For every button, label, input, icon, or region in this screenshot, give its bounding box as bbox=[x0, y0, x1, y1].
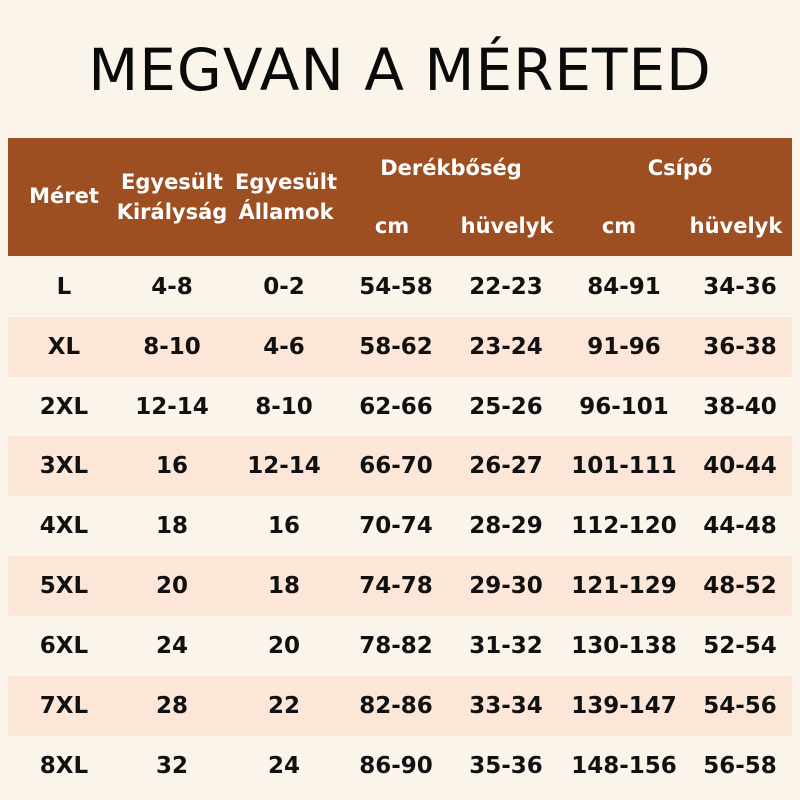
table-cell: 6XL bbox=[39, 633, 89, 659]
table-cell: 8-10 bbox=[143, 334, 201, 360]
header-uk-line1: Egyesült bbox=[121, 170, 223, 194]
table-cell: 25-26 bbox=[469, 394, 543, 420]
table-cell: 2XL bbox=[39, 394, 89, 420]
table-cell: 31-32 bbox=[469, 633, 543, 659]
table-row: 8XL 32 24 86-90 35-36 148-156 56-58 bbox=[8, 736, 792, 796]
header-us-line1: Egyesült bbox=[235, 170, 337, 194]
table-cell: 3XL bbox=[39, 453, 89, 479]
table-cell: 74-78 bbox=[359, 573, 433, 599]
table-cell: 66-70 bbox=[359, 453, 433, 479]
table-cell: 101-111 bbox=[571, 453, 677, 479]
table-row: 7XL 28 22 82-86 33-34 139-147 54-56 bbox=[8, 676, 792, 736]
table-row: 2XL 12-14 8-10 62-66 25-26 96-101 38-40 bbox=[8, 377, 792, 437]
table-cell: 121-129 bbox=[571, 573, 677, 599]
header-hip-cm: cm bbox=[601, 214, 637, 238]
table-row: 4XL 18 16 70-74 28-29 112-120 44-48 bbox=[8, 496, 792, 556]
table-cell: 12-14 bbox=[135, 394, 209, 420]
table-cell: 91-96 bbox=[587, 334, 661, 360]
table-cell: 35-36 bbox=[469, 753, 543, 779]
table-cell: 20 bbox=[155, 573, 188, 599]
table-cell: 7XL bbox=[39, 693, 89, 719]
header-size: Méret bbox=[29, 184, 99, 208]
table-header: Méret Egyesült Királyság Egyesült Államo… bbox=[8, 138, 792, 256]
table-cell: 5XL bbox=[39, 573, 89, 599]
table-cell: 32 bbox=[155, 753, 188, 779]
table-cell: 44-48 bbox=[703, 513, 777, 539]
header-waist-inch: hüvelyk bbox=[460, 214, 554, 238]
table-cell: 96-101 bbox=[579, 394, 669, 420]
table-cell: 28-29 bbox=[469, 513, 543, 539]
table-cell: 33-34 bbox=[469, 693, 543, 719]
page-title: MEGVAN A MÉRETED bbox=[88, 36, 712, 104]
table-cell: 20 bbox=[267, 633, 300, 659]
header-hip-inch: hüvelyk bbox=[689, 214, 783, 238]
table-cell: 56-58 bbox=[703, 753, 777, 779]
table-cell: 4-6 bbox=[263, 334, 305, 360]
table-cell: 148-156 bbox=[571, 753, 677, 779]
table-cell: 54-58 bbox=[359, 274, 433, 300]
table-cell: 24 bbox=[155, 633, 188, 659]
table-cell: 28 bbox=[155, 693, 188, 719]
table-cell: 22 bbox=[267, 693, 300, 719]
table-cell: 12-14 bbox=[247, 453, 321, 479]
table-cell: 16 bbox=[155, 453, 188, 479]
table-cell: 130-138 bbox=[571, 633, 677, 659]
table-cell: XL bbox=[47, 334, 81, 360]
table-cell: 82-86 bbox=[359, 693, 433, 719]
table-cell: 26-27 bbox=[469, 453, 543, 479]
table-cell: 52-54 bbox=[703, 633, 777, 659]
table-cell: 36-38 bbox=[703, 334, 777, 360]
table-row: 3XL 16 12-14 66-70 26-27 101-111 40-44 bbox=[8, 436, 792, 496]
table-cell: 84-91 bbox=[587, 274, 661, 300]
table-row: L 4-8 0-2 54-58 22-23 84-91 34-36 bbox=[8, 257, 792, 317]
table-cell: 24 bbox=[267, 753, 300, 779]
table-row: 6XL 24 20 78-82 31-32 130-138 52-54 bbox=[8, 616, 792, 676]
table-cell: 0-2 bbox=[263, 274, 305, 300]
table-cell: 18 bbox=[267, 573, 300, 599]
table-cell: L bbox=[56, 274, 72, 300]
table-cell: 78-82 bbox=[359, 633, 433, 659]
header-uk-line2: Királyság bbox=[116, 200, 228, 224]
table-cell: 54-56 bbox=[703, 693, 777, 719]
table-cell: 18 bbox=[155, 513, 188, 539]
table-cell: 8XL bbox=[39, 753, 89, 779]
header-us-line2: Államok bbox=[238, 200, 334, 224]
table-cell: 22-23 bbox=[469, 274, 543, 300]
table-cell: 112-120 bbox=[571, 513, 677, 539]
table-cell: 16 bbox=[267, 513, 300, 539]
header-waist: Derékbőség bbox=[380, 156, 522, 180]
table-cell: 62-66 bbox=[359, 394, 433, 420]
table-row: XL 8-10 4-6 58-62 23-24 91-96 36-38 bbox=[8, 317, 792, 377]
table-cell: 29-30 bbox=[469, 573, 543, 599]
table-cell: 23-24 bbox=[469, 334, 543, 360]
header-waist-cm: cm bbox=[374, 214, 410, 238]
table-cell: 8-10 bbox=[255, 394, 313, 420]
table-cell: 139-147 bbox=[571, 693, 677, 719]
table-cell: 70-74 bbox=[359, 513, 433, 539]
table-cell: 38-40 bbox=[703, 394, 777, 420]
table-row: 5XL 20 18 74-78 29-30 121-129 48-52 bbox=[8, 556, 792, 616]
table-cell: 86-90 bbox=[359, 753, 433, 779]
header-hip: Csípő bbox=[647, 156, 713, 180]
table-cell: 58-62 bbox=[359, 334, 433, 360]
table-cell: 4XL bbox=[39, 513, 89, 539]
table-cell: 48-52 bbox=[703, 573, 777, 599]
table-cell: 4-8 bbox=[151, 274, 193, 300]
table-cell: 40-44 bbox=[703, 453, 777, 479]
table-cell: 34-36 bbox=[703, 274, 777, 300]
